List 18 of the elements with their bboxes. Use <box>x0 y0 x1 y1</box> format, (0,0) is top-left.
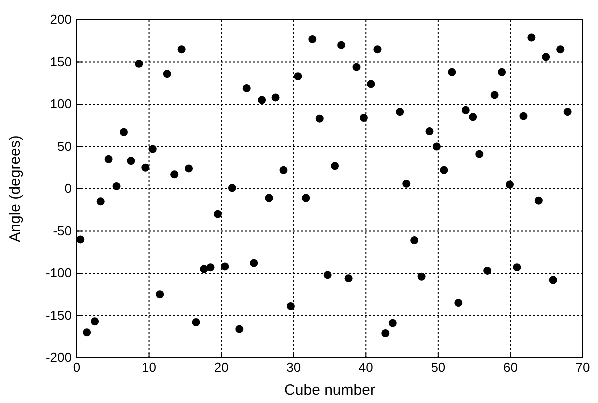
y-tick-label: -50 <box>53 223 72 238</box>
y-tick-label: -150 <box>46 308 72 323</box>
x-tick-label: 60 <box>503 360 518 376</box>
y-tick-label: 150 <box>50 54 72 70</box>
y-tick-label: 0 <box>64 181 72 196</box>
y-axis-title: Angle (degrees) <box>7 136 24 242</box>
y-tick-label: 50 <box>58 138 72 154</box>
y-tick-label: 200 <box>50 12 72 28</box>
x-tick-label: 50 <box>431 360 446 376</box>
y-tick-label: -100 <box>46 266 72 281</box>
x-tick-label: 40 <box>358 360 374 376</box>
x-tick-label: 20 <box>214 360 229 376</box>
y-tick-label: -200 <box>46 350 72 366</box>
y-tick-label: 100 <box>50 96 72 112</box>
x-axis-title: Cube number <box>284 382 376 399</box>
x-tick-label: 30 <box>286 360 302 376</box>
x-tick-label: 10 <box>142 360 157 376</box>
x-tick-label: 70 <box>576 360 590 376</box>
